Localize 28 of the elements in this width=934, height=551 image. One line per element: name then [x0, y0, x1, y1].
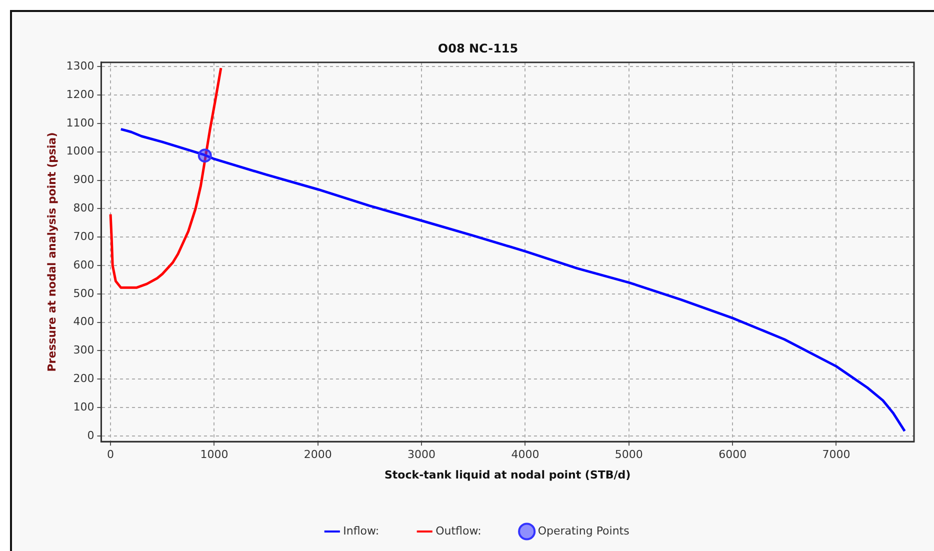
y-tick-label: 400: [73, 315, 94, 328]
y-tick-label: 100: [73, 400, 94, 414]
y-tick-label: 900: [73, 173, 94, 186]
y-tick-label: 1300: [66, 60, 94, 73]
x-tick-label: 2000: [304, 448, 332, 462]
x-axis-title: Stock-tank liquid at nodal point (STB/d): [384, 468, 631, 482]
legend-label: Inflow:: [343, 524, 380, 538]
y-tick-label: 0: [87, 428, 94, 442]
x-tick-label: 6000: [718, 448, 747, 462]
x-tick-label: 4000: [511, 448, 540, 462]
x-tick-label: 7000: [822, 448, 850, 462]
y-axis-title: Pressure at nodal analysis point (psia): [45, 132, 58, 372]
y-tick-label: 1100: [66, 116, 94, 130]
x-tick-label: 5000: [614, 448, 643, 462]
y-tick-label: 300: [73, 344, 94, 357]
legend-label: Outflow:: [436, 524, 482, 538]
y-tick-label: 200: [73, 372, 94, 385]
chart-title: O08 NC-115: [438, 41, 518, 56]
y-tick-label: 500: [73, 286, 94, 300]
x-tick-label: 0: [107, 448, 114, 462]
y-tick-label: 1200: [66, 88, 94, 101]
y-tick-label: 700: [73, 230, 94, 243]
y-tick-label: 600: [73, 258, 94, 272]
y-tick-label: 800: [73, 202, 94, 215]
legend-label: Operating Points: [538, 524, 630, 538]
x-tick-label: 1000: [200, 448, 228, 462]
x-tick-label: 3000: [408, 448, 436, 462]
y-tick-label: 1000: [66, 144, 94, 158]
